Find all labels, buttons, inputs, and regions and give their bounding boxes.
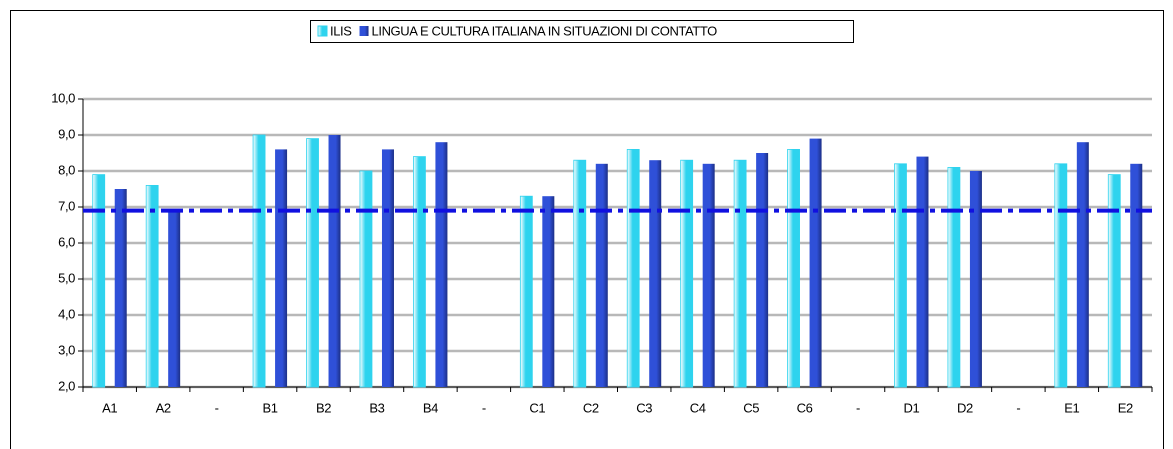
x-tick-label: C2 [583,400,599,415]
bar [359,170,373,388]
x-tick-label: - [856,400,860,415]
legend-label: ILIS [330,23,352,38]
bar [787,148,800,388]
x-tick-label: C5 [743,400,759,415]
y-tick-label: 5,0 [58,270,75,285]
bar [413,156,426,388]
bar [969,171,982,387]
bar [626,148,640,388]
legend-swatch [359,26,369,36]
bar [168,210,181,387]
legend-swatch [317,25,328,37]
y-tick-label: 10,0 [51,90,75,105]
bar [1054,163,1068,388]
y-tick-label: 4,0 [58,306,75,321]
x-tick-label: C6 [797,400,813,415]
bar [894,163,907,388]
x-tick-label: B3 [369,400,384,415]
bar [114,189,127,387]
y-tick-label: 2,0 [58,378,75,393]
x-tick-label: B4 [423,400,438,415]
bar [573,159,587,388]
bar [680,159,694,388]
x-tick-label: - [215,400,219,415]
x-tick-label: B2 [316,400,331,415]
bar [275,149,288,387]
x-tick-label: A2 [156,400,171,415]
y-tick-label: 8,0 [58,162,75,177]
bar [1130,163,1143,387]
x-tick-label: - [1016,400,1020,415]
legend-label: LINGUA E CULTURA ITALIANA IN SITUAZIONI … [372,23,718,38]
bar [306,138,319,388]
bar [519,195,533,388]
bar [595,163,608,387]
bar [92,174,106,388]
bar [435,142,448,387]
y-tick-label: 7,0 [58,198,75,213]
x-tick-label: C3 [636,400,652,415]
bar [381,149,394,387]
x-tick-label: E1 [1064,400,1079,415]
y-tick-label: 6,0 [58,234,75,249]
bar [542,196,555,387]
bar [809,138,822,387]
x-tick-label: D1 [904,400,920,415]
x-tick-label: C4 [690,400,706,415]
x-tick-label: C1 [529,400,545,415]
x-tick-label: B1 [263,400,278,415]
bar [145,184,159,388]
y-tick-label: 9,0 [58,126,75,141]
bar [1076,142,1089,387]
chart-border [10,10,1164,449]
legend-box [310,20,854,43]
bar [947,166,961,388]
bar [702,163,715,387]
bar [1107,174,1121,388]
bar [252,134,266,388]
x-tick-label: D2 [957,400,973,415]
x-tick-label: A1 [102,400,117,415]
bar [649,160,662,387]
bar [756,153,769,387]
bar [916,156,929,387]
x-tick-label: E2 [1118,400,1133,415]
bar [733,159,747,388]
y-tick-label: 3,0 [58,342,75,357]
x-tick-label: - [482,400,486,415]
bar [328,135,341,387]
